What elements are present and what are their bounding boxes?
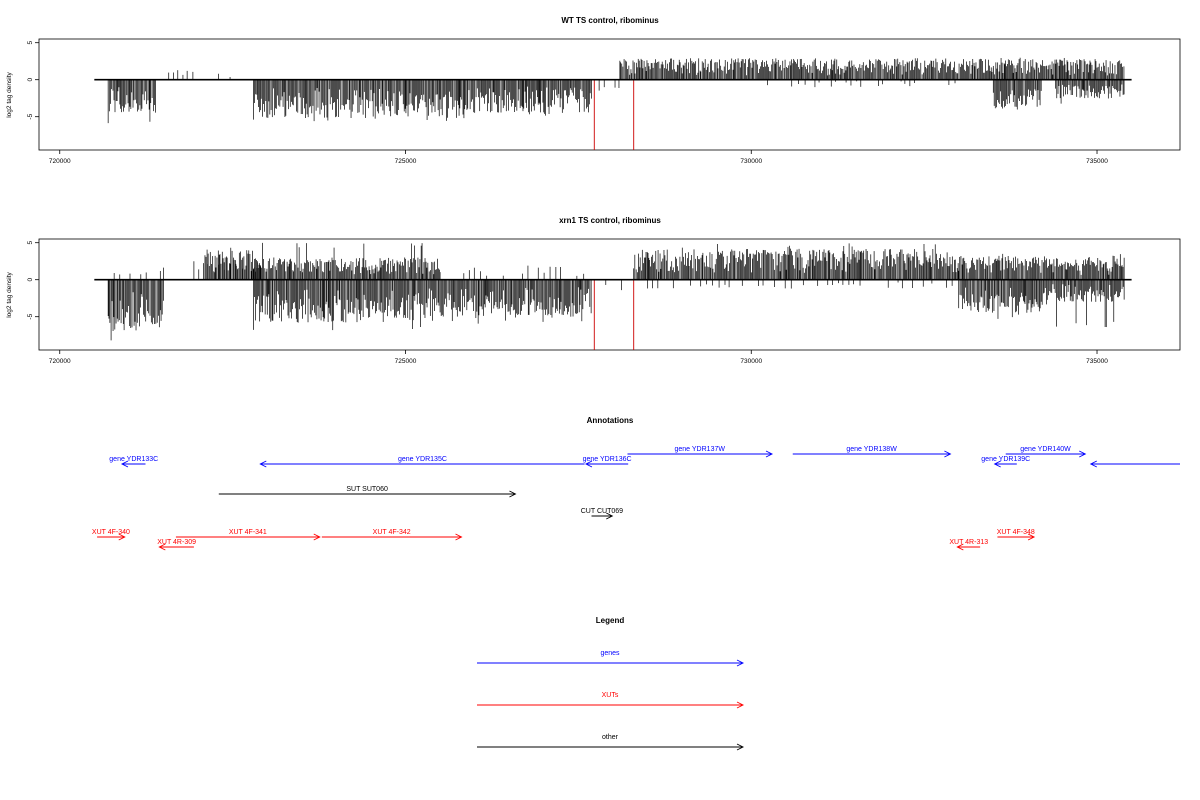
wt-axes: 5 0 -5 720000 725000 730000 735000 <box>27 41 1108 165</box>
y-tick-label: 0 <box>27 78 34 82</box>
wt-density-panel: WT TS control, ribominus log2 tag densit… <box>6 16 1181 165</box>
feature-label: gene YDR135C <box>398 456 447 463</box>
wt-plot-frame <box>38 38 1181 151</box>
xrn1-axes: 5 0 -5 720000 725000 730000 735000 <box>27 241 1108 365</box>
x-tick-label: 735000 <box>1086 358 1108 365</box>
xrn1-density-bars <box>94 242 1132 350</box>
xrn1-y-axis-label: log2 tag density <box>6 271 13 317</box>
wt-y-axis-label: log2 tag density <box>6 71 13 117</box>
feature-label: CUT CUT069 <box>581 508 623 515</box>
feature-arrow-gene-ydr140w <box>1005 450 1087 458</box>
feature-arrow-gene-ydr137w <box>627 450 774 458</box>
feature-label: XUT 4R-313 <box>949 539 988 546</box>
feature-arrow-xut-4f-340 <box>97 533 126 541</box>
annotations-title: Annotations <box>587 416 634 425</box>
legend-label: XUTs <box>602 692 619 699</box>
xrn1-density-panel: xrn1 TS control, ribominus log2 tag dens… <box>6 216 1181 365</box>
y-tick-label: -5 <box>27 113 34 119</box>
feature-label: gene YDR136C <box>583 456 632 463</box>
feature-label: gene YDR140W <box>1020 446 1071 453</box>
annotation-track: Annotations gene YDR133C gene YDR135C gene… <box>92 416 1180 551</box>
feature-label: XUT 4F-341 <box>229 529 267 536</box>
legend-title: Legend <box>596 616 625 625</box>
feature-arrow-gene-ydr138w <box>792 450 952 458</box>
feature-label: gene YDR137W <box>675 446 726 453</box>
feature-label: SUT SUT060 <box>346 486 388 493</box>
y-tick-label: -5 <box>27 313 34 319</box>
feature-label: XUT 4F-348 <box>997 529 1035 536</box>
feature-arrow-gene-ydr136c <box>584 460 629 468</box>
feature-arrow-xut-4f-342 <box>321 533 463 541</box>
x-tick-label: 720000 <box>49 158 71 165</box>
y-tick-label: 0 <box>27 278 34 282</box>
feature-arrow-gene-ydr133c <box>120 460 146 468</box>
x-tick-label: 725000 <box>395 158 417 165</box>
wt-panel-title: WT TS control, ribominus <box>561 16 659 25</box>
legend-arrow-other <box>477 743 745 751</box>
y-tick-label: 5 <box>27 41 34 45</box>
feature-arrow-xut-4f-348 <box>997 533 1036 541</box>
feature-label: gene YDR133C <box>109 456 158 463</box>
wt-density-bars <box>94 57 1132 150</box>
annotation-features: gene YDR133C gene YDR135C gene YDR136C gene… <box>92 446 1180 551</box>
legend-label: other <box>602 734 619 741</box>
legend-label: genes <box>600 650 620 657</box>
y-tick-label: 5 <box>27 241 34 245</box>
feature-label: gene YDR139C <box>981 456 1030 463</box>
x-tick-label: 725000 <box>395 358 417 365</box>
x-tick-label: 730000 <box>740 358 762 365</box>
feature-arrow-cut-cut069 <box>591 512 614 520</box>
feature-arrow-xut-4r-313 <box>956 543 981 551</box>
feature-arrow-sut-sut060 <box>218 490 517 498</box>
x-tick-label: 730000 <box>740 158 762 165</box>
feature-label: XUT 4R-309 <box>157 539 196 546</box>
feature-arrow-xut-4r-309 <box>158 543 194 551</box>
xrn1-panel-title: xrn1 TS control, ribominus <box>559 216 661 225</box>
x-tick-label: 720000 <box>49 358 71 365</box>
feature-label: XUT 4F-342 <box>373 529 411 536</box>
feature-label: gene YDR138W <box>846 446 897 453</box>
legend-arrow-genes <box>477 659 745 667</box>
x-tick-label: 735000 <box>1086 158 1108 165</box>
legend-arrow-xuts <box>477 701 745 709</box>
feature-arrow-xut-4f-341 <box>175 533 321 541</box>
xrn1-plot-frame <box>38 238 1181 351</box>
legend-items: genes XUTs other <box>477 650 745 751</box>
feature-arrow-partial-gene <box>1089 460 1180 468</box>
feature-label: XUT 4F-340 <box>92 529 130 536</box>
feature-arrow-gene-ydr139c <box>993 460 1017 468</box>
legend: Legend genes XUTs other <box>477 616 745 751</box>
feature-arrow-gene-ydr135c <box>259 460 585 468</box>
